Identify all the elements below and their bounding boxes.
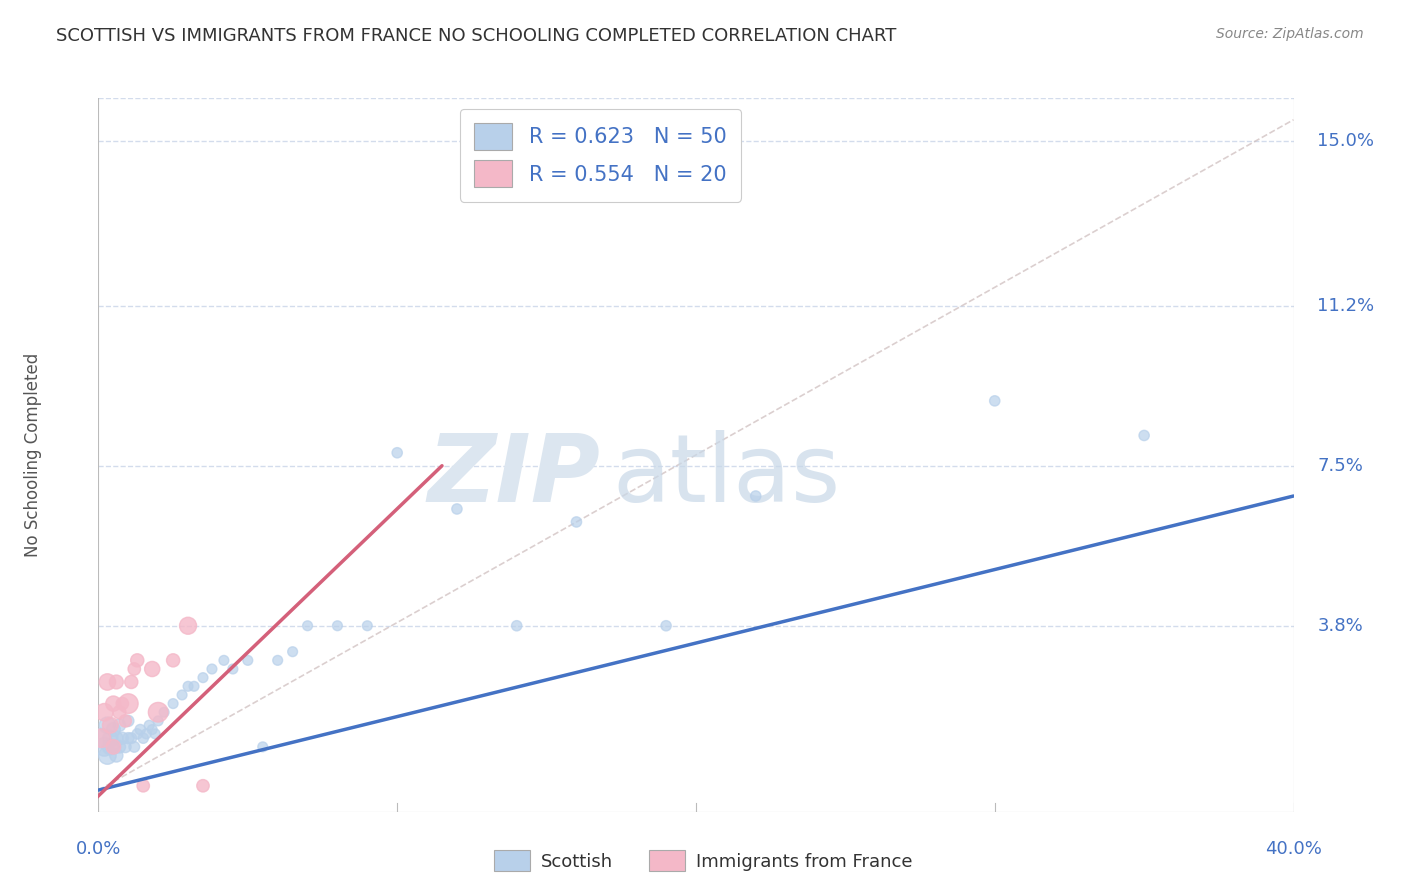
Point: [201, 662, 224, 676]
Point: [565, 515, 588, 529]
Point: [281, 645, 304, 659]
Point: [135, 727, 157, 741]
Point: [506, 619, 529, 633]
Point: [191, 779, 214, 793]
Point: [141, 723, 163, 737]
Point: [93, 739, 115, 754]
Point: [162, 697, 184, 711]
Point: [356, 619, 378, 633]
Point: [103, 739, 125, 754]
Point: [103, 723, 125, 737]
Point: [114, 714, 136, 728]
Point: [177, 619, 200, 633]
Point: [385, 446, 409, 460]
Point: [117, 697, 139, 711]
Point: [655, 619, 678, 633]
Point: [111, 731, 134, 746]
Point: [172, 688, 194, 702]
Point: [143, 727, 166, 741]
Point: [117, 731, 139, 746]
Point: [148, 714, 170, 728]
Point: [127, 727, 149, 741]
Point: [108, 718, 131, 732]
Point: [153, 705, 176, 719]
Text: ZIP: ZIP: [427, 430, 600, 523]
Point: [212, 653, 235, 667]
Text: 3.8%: 3.8%: [1317, 616, 1364, 635]
Point: [326, 619, 349, 633]
Point: [124, 739, 146, 754]
Point: [90, 731, 112, 746]
Point: [98, 731, 122, 746]
Point: [222, 662, 245, 676]
Point: [108, 739, 131, 754]
Point: [120, 675, 142, 690]
Point: [127, 653, 149, 667]
Legend: Scottish, Immigrants from France: Scottish, Immigrants from France: [486, 843, 920, 879]
Point: [191, 671, 214, 685]
Text: 11.2%: 11.2%: [1317, 297, 1375, 315]
Point: [90, 731, 112, 746]
Legend: R = 0.623   N = 50, R = 0.554   N = 20: R = 0.623 N = 50, R = 0.554 N = 20: [460, 109, 741, 202]
Point: [96, 718, 118, 732]
Point: [132, 731, 155, 746]
Text: 7.5%: 7.5%: [1317, 457, 1364, 475]
Point: [745, 489, 768, 503]
Point: [105, 748, 128, 763]
Text: atlas: atlas: [612, 430, 841, 523]
Text: 15.0%: 15.0%: [1317, 132, 1375, 151]
Point: [93, 705, 115, 719]
Point: [96, 675, 118, 690]
Point: [108, 705, 131, 719]
Point: [105, 731, 128, 746]
Point: [114, 739, 136, 754]
Point: [111, 697, 134, 711]
Point: [124, 662, 146, 676]
Point: [177, 679, 200, 693]
Point: [162, 653, 184, 667]
Text: 0.0%: 0.0%: [76, 840, 121, 858]
Text: SCOTTISH VS IMMIGRANTS FROM FRANCE NO SCHOOLING COMPLETED CORRELATION CHART: SCOTTISH VS IMMIGRANTS FROM FRANCE NO SC…: [56, 27, 897, 45]
Point: [252, 739, 274, 754]
Point: [148, 705, 170, 719]
Point: [446, 502, 468, 516]
Point: [120, 731, 142, 746]
Point: [98, 739, 122, 754]
Point: [983, 393, 1005, 408]
Point: [96, 748, 118, 763]
Point: [138, 718, 160, 732]
Point: [98, 718, 122, 732]
Text: No Schooling Completed: No Schooling Completed: [24, 353, 42, 557]
Point: [117, 714, 139, 728]
Point: [236, 653, 259, 667]
Point: [267, 653, 290, 667]
Point: [132, 779, 155, 793]
Point: [103, 697, 125, 711]
Point: [103, 739, 125, 754]
Text: Source: ZipAtlas.com: Source: ZipAtlas.com: [1216, 27, 1364, 41]
Point: [1133, 428, 1156, 442]
Text: 40.0%: 40.0%: [1265, 840, 1322, 858]
Point: [105, 675, 128, 690]
Point: [297, 619, 319, 633]
Point: [141, 662, 163, 676]
Point: [129, 723, 152, 737]
Point: [183, 679, 205, 693]
